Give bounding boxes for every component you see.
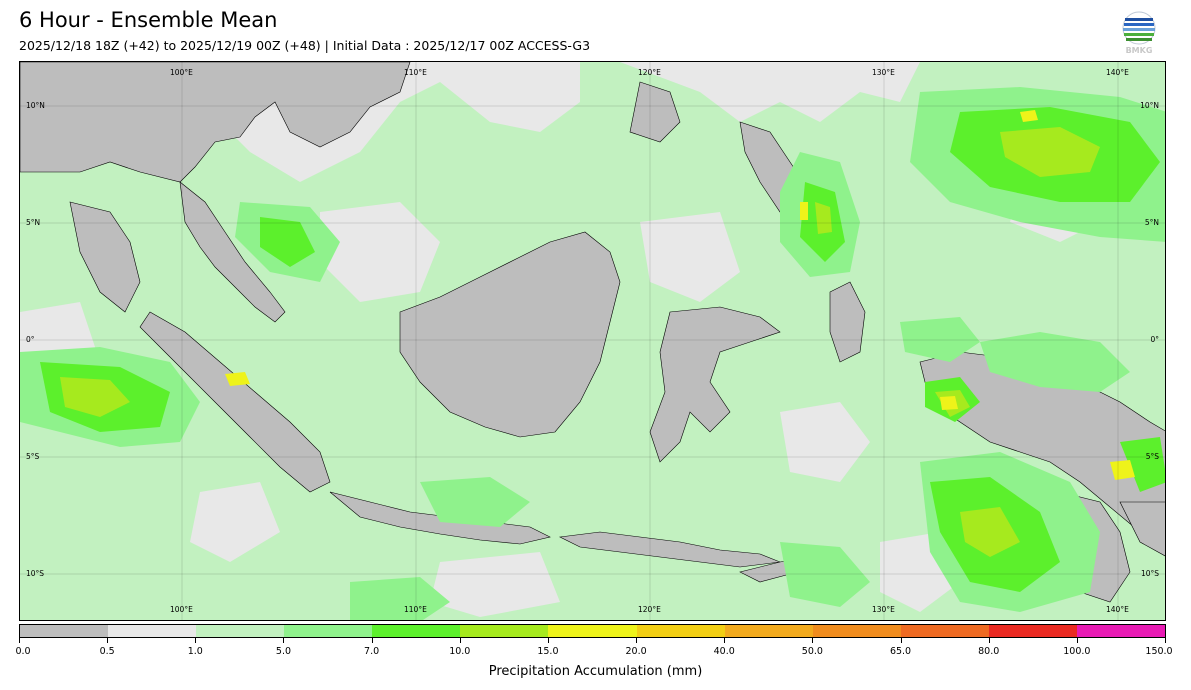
lat-label-left: 5°S xyxy=(26,452,40,461)
colorbar-tick-label: 7.0 xyxy=(364,646,380,657)
lon-label-bottom: 110°E xyxy=(404,605,427,614)
colorbar-tick-label: 15.0 xyxy=(537,646,559,657)
lon-label-top: 110°E xyxy=(404,68,427,77)
colorbar-tick-label: 150.0 xyxy=(1145,646,1173,657)
colorbar-segment xyxy=(108,625,197,637)
colorbar-tick xyxy=(1165,638,1166,643)
colorbar-segment xyxy=(196,625,285,637)
lon-label-bottom: 140°E xyxy=(1106,605,1129,614)
colorbar-segment xyxy=(460,625,549,637)
lat-label-left: 5°N xyxy=(26,218,41,227)
lon-label-bottom: 130°E xyxy=(872,605,895,614)
map-canvas xyxy=(20,62,1165,620)
precipitation-colorbar xyxy=(19,624,1166,638)
colorbar-tick-label: 50.0 xyxy=(801,646,823,657)
colorbar-tick xyxy=(900,638,902,643)
lon-label-top: 130°E xyxy=(872,68,895,77)
colorbar-tick xyxy=(636,638,638,643)
colorbar-tick-label: 10.0 xyxy=(449,646,471,657)
map-gridlines xyxy=(20,62,1165,620)
colorbar-tick-label: 65.0 xyxy=(889,646,912,657)
colorbar-segment xyxy=(20,625,109,637)
colorbar-tick-label: 5.0 xyxy=(275,646,292,657)
colorbar-segment xyxy=(548,625,637,637)
chart-title: 6 Hour - Ensemble Mean xyxy=(19,8,278,32)
colorbar-tick xyxy=(1076,638,1078,643)
colorbar-tick xyxy=(371,638,373,643)
colorbar-tick xyxy=(547,638,549,643)
colorbar-tick-label: 80.0 xyxy=(978,646,1000,657)
colorbar-segment xyxy=(1076,625,1166,637)
colorbar-tick-label: 0.5 xyxy=(99,646,115,657)
logo-text: BMKG xyxy=(1126,46,1153,55)
lat-label-right: 10°N xyxy=(1140,101,1159,110)
colorbar-tick-label: 1.0 xyxy=(187,646,203,657)
colorbar-tick-label: 20.0 xyxy=(625,646,647,657)
colorbar-segment xyxy=(900,625,989,637)
colorbar-tick-label: 100.0 xyxy=(1063,646,1091,657)
precipitation-map: 100°E 110°E 120°E 130°E 140°E 100°E 110°… xyxy=(19,61,1166,621)
colorbar-tick-label: 0.0 xyxy=(15,646,31,657)
lon-label-bottom: 100°E xyxy=(170,605,193,614)
colorbar-tick xyxy=(988,638,990,643)
lat-label-right: 5°S xyxy=(1145,452,1159,461)
colorbar-tick xyxy=(812,638,814,643)
lon-label-top: 100°E xyxy=(170,68,193,77)
lat-label-right: 0° xyxy=(1150,335,1159,344)
colorbar-tick-label: 40.0 xyxy=(713,646,735,657)
very-heavy-precip-areas xyxy=(60,127,1100,557)
colorbar-title: Precipitation Accumulation (mm) xyxy=(488,664,703,679)
colorbar-tick xyxy=(283,638,285,643)
colorbar-segment xyxy=(284,625,373,637)
lat-label-right: 10°S xyxy=(1140,569,1159,578)
colorbar-tick xyxy=(195,638,197,643)
lon-label-bottom: 120°E xyxy=(638,605,661,614)
lon-label-top: 140°E xyxy=(1106,68,1129,77)
colorbar-segment xyxy=(724,625,813,637)
colorbar-segment xyxy=(812,625,901,637)
colorbar-tick xyxy=(459,638,461,643)
colorbar-tick xyxy=(19,638,20,643)
colorbar-segment xyxy=(988,625,1077,637)
colorbar-tick xyxy=(724,638,726,643)
bmkg-globe-logo: BMKG xyxy=(1119,10,1159,56)
lat-label-left: 10°S xyxy=(26,569,45,578)
colorbar-segment xyxy=(372,625,461,637)
extreme-precip-areas xyxy=(225,110,1135,480)
colorbar-segment xyxy=(636,625,725,637)
lat-label-left: 10°N xyxy=(26,101,45,110)
lat-label-left: 0° xyxy=(26,335,35,344)
chart-subtitle: 2025/12/18 18Z (+42) to 2025/12/19 00Z (… xyxy=(19,38,591,53)
lon-label-top: 120°E xyxy=(638,68,661,77)
colorbar-tick xyxy=(107,638,109,643)
lat-label-right: 5°N xyxy=(1144,218,1159,227)
